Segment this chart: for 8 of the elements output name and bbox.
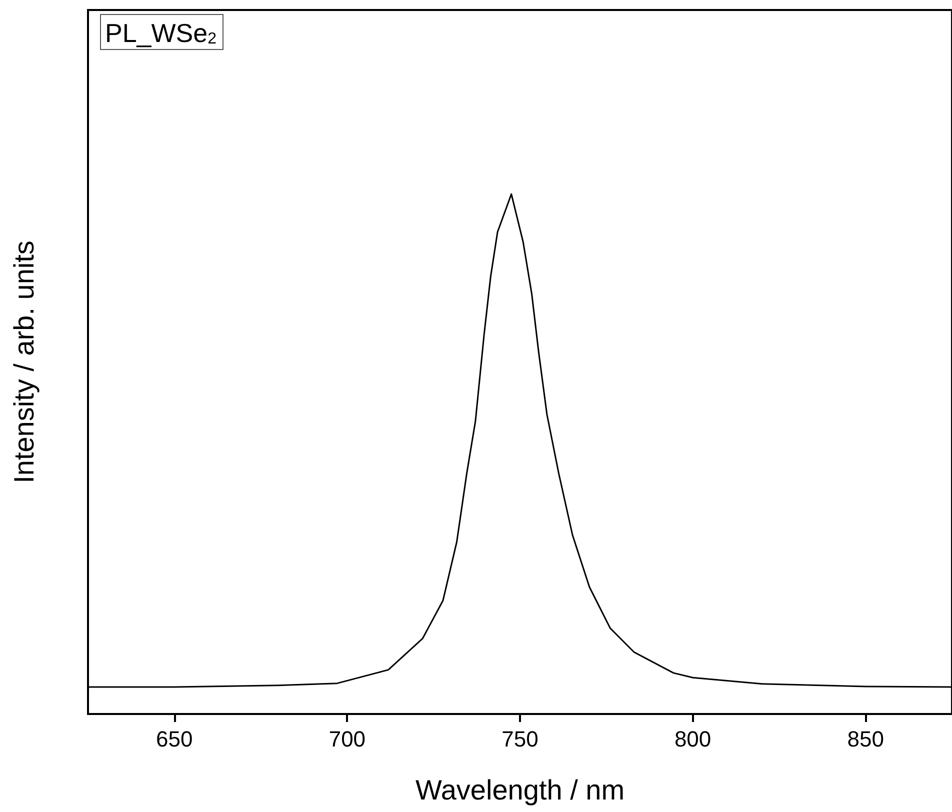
x-tick-label: 650 xyxy=(156,726,193,752)
x-tick-label: 800 xyxy=(674,726,712,752)
text: PL_WSe2 xyxy=(105,18,217,48)
x-tick-label: 700 xyxy=(328,726,366,752)
x-tick-label: 750 xyxy=(502,726,538,752)
x-axis-title: Wavelength / nm xyxy=(415,774,625,806)
x-tick-label: 850 xyxy=(847,726,884,752)
y-axis-title: Intensity / arb. units xyxy=(8,240,40,484)
